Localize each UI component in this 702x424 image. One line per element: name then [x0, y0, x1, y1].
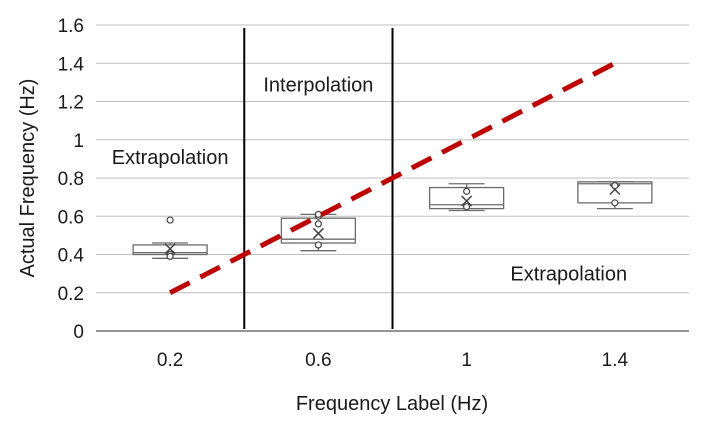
- y-tick-label: 0.6: [58, 207, 84, 228]
- data-point: [314, 210, 322, 218]
- data-point: [611, 182, 619, 190]
- y-tick-label: 1.2: [58, 93, 84, 114]
- data-point: [314, 241, 322, 249]
- mean-marker: [461, 195, 473, 207]
- reference-line: [168, 61, 617, 295]
- x-tick-label: 1.4: [602, 350, 629, 371]
- data-point: [166, 216, 174, 224]
- y-tick-label: 0.4: [58, 246, 85, 267]
- region-label-left: Extrapolation: [112, 147, 229, 169]
- data-point: [611, 199, 619, 207]
- box-1: [428, 183, 505, 212]
- x-axis-title: Frequency Label (Hz): [296, 393, 488, 415]
- data-point: [314, 220, 322, 228]
- y-tick-label: 0.2: [58, 284, 84, 305]
- y-axis-ticks: 0 0.2 0.4 0.6 0.8 1 1.2 1.4 1.6: [58, 16, 85, 343]
- x-tick-label: 0.6: [305, 350, 331, 371]
- mean-marker: [164, 243, 176, 255]
- region-annotations: Extrapolation Interpolation Extrapolation: [112, 74, 627, 285]
- x-tick-label: 1: [461, 350, 472, 371]
- x-tick-label: 0.2: [157, 350, 183, 371]
- y-tick-label: 0.8: [58, 169, 84, 190]
- y-tick-label: 1.6: [58, 16, 84, 37]
- box-1.4: [577, 181, 653, 210]
- data-point: [463, 203, 471, 211]
- box-series: [132, 181, 653, 261]
- reference-line-group: [168, 61, 617, 295]
- region-label-right: Extrapolation: [510, 264, 627, 286]
- y-tick-label: 0: [73, 322, 84, 343]
- data-point: [463, 187, 471, 195]
- box-0.2: [132, 216, 208, 261]
- x-axis-ticks: 0.2 0.6 1 1.4: [157, 350, 629, 371]
- region-label-middle: Interpolation: [263, 74, 373, 96]
- y-tick-label: 1: [73, 131, 84, 152]
- mean-marker: [312, 227, 324, 239]
- y-axis-title: Actual Frequency (Hz): [17, 79, 39, 278]
- y-tick-label: 1.4: [58, 54, 85, 75]
- data-point: [166, 252, 174, 261]
